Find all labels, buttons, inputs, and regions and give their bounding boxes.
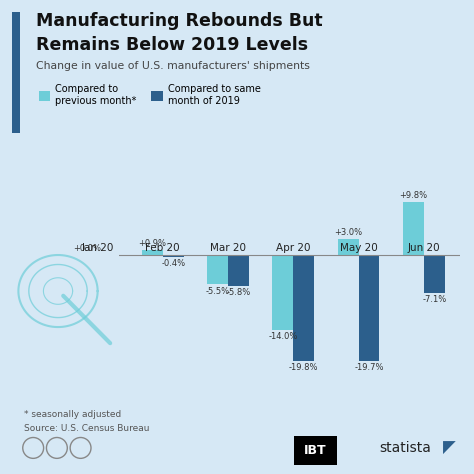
- Bar: [424, 255, 445, 293]
- Text: Jan 20: Jan 20: [82, 243, 114, 253]
- Text: Feb 20: Feb 20: [146, 243, 180, 253]
- Text: Manufacturing Rebounds But: Manufacturing Rebounds But: [36, 12, 322, 30]
- Text: +9.8%: +9.8%: [400, 191, 428, 200]
- Bar: [293, 255, 314, 361]
- Text: * seasonally adjusted: * seasonally adjusted: [24, 410, 121, 419]
- Text: Apr 20: Apr 20: [276, 243, 310, 253]
- Bar: [142, 250, 163, 255]
- Bar: [273, 255, 293, 330]
- Bar: [337, 239, 359, 255]
- Text: -0.4%: -0.4%: [161, 259, 185, 268]
- Bar: [403, 202, 424, 255]
- Text: +0.0%: +0.0%: [73, 244, 101, 253]
- Text: -19.7%: -19.7%: [354, 363, 384, 372]
- Text: IBT: IBT: [304, 444, 327, 457]
- Text: Mar 20: Mar 20: [210, 243, 246, 253]
- Text: +3.0%: +3.0%: [334, 228, 362, 237]
- Text: -14.0%: -14.0%: [268, 332, 298, 341]
- Bar: [163, 255, 184, 257]
- Text: -7.1%: -7.1%: [422, 295, 447, 304]
- Text: Remains Below 2019 Levels: Remains Below 2019 Levels: [36, 36, 308, 54]
- Text: -5.8%: -5.8%: [227, 288, 251, 297]
- Text: ◤: ◤: [443, 439, 456, 457]
- Bar: [359, 255, 380, 361]
- Bar: [98, 255, 118, 256]
- Legend: Compared to
previous month*, Compared to same
month of 2019: Compared to previous month*, Compared to…: [35, 80, 264, 109]
- Text: -5.5%: -5.5%: [206, 287, 230, 296]
- Text: -0.3%: -0.3%: [96, 259, 120, 268]
- Text: Jun 20: Jun 20: [408, 243, 440, 253]
- Text: statista: statista: [379, 441, 431, 455]
- Bar: [207, 255, 228, 284]
- Text: +0.9%: +0.9%: [138, 239, 166, 248]
- Text: Source: U.S. Census Bureau: Source: U.S. Census Bureau: [24, 424, 149, 433]
- Text: Change in value of U.S. manufacturers' shipments: Change in value of U.S. manufacturers' s…: [36, 61, 310, 71]
- Text: May 20: May 20: [340, 243, 377, 253]
- Bar: [228, 255, 249, 286]
- Text: -19.8%: -19.8%: [289, 364, 319, 373]
